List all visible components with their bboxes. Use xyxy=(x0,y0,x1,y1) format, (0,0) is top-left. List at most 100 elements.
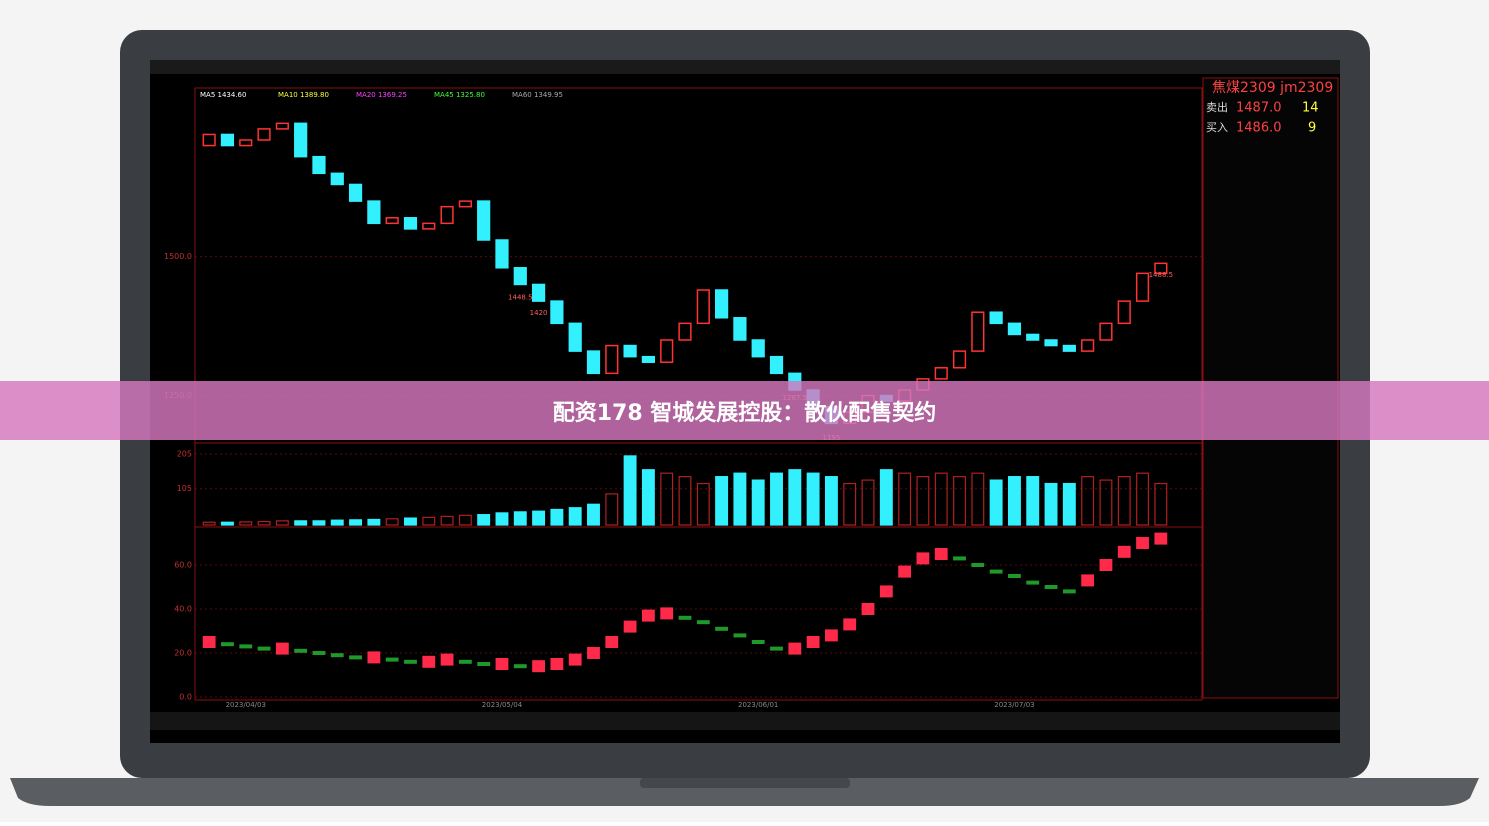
quote-title: 焦煤2309 jm2309 xyxy=(1212,80,1333,96)
candle xyxy=(623,344,637,358)
kdj-mark xyxy=(495,658,509,670)
candle xyxy=(1026,333,1040,341)
volume-bar xyxy=(770,472,783,526)
candle xyxy=(367,200,381,225)
kdj-mark xyxy=(1008,574,1021,578)
candle xyxy=(696,289,710,325)
volume-bar xyxy=(623,455,637,526)
volume-bar xyxy=(257,520,271,526)
kdj-mark xyxy=(532,660,545,673)
kdj-mark xyxy=(568,653,582,666)
volume-bar xyxy=(751,479,765,526)
ma-label: MA10 1389.80 xyxy=(278,91,329,99)
volume-bar xyxy=(953,476,966,526)
candle xyxy=(605,344,619,375)
volume-bar xyxy=(605,493,619,526)
kdj-mark xyxy=(1062,589,1076,594)
candle xyxy=(1062,344,1076,352)
volume-bar xyxy=(641,469,655,526)
ma-label: MA20 1369.25 xyxy=(356,91,407,99)
kdj-mark xyxy=(239,644,253,649)
quote-price: 1486.0 xyxy=(1236,121,1282,136)
y-tick-label: 20.0 xyxy=(174,649,192,658)
candle xyxy=(1081,339,1095,352)
volume-bar xyxy=(568,507,582,526)
kdj-mark xyxy=(477,662,491,666)
candle xyxy=(440,205,454,225)
kdj-mark xyxy=(623,620,637,633)
volume-bar xyxy=(989,479,1003,526)
volume-bar xyxy=(1044,482,1058,526)
kdj-mark xyxy=(989,569,1003,574)
volume-bar xyxy=(934,472,948,526)
volume-bar xyxy=(1081,476,1095,526)
volume-bar xyxy=(806,472,820,526)
y-tick-label: 0.0 xyxy=(179,693,192,702)
candle xyxy=(385,217,399,225)
volume-bar xyxy=(971,472,985,526)
candle xyxy=(531,283,546,302)
candle xyxy=(568,322,582,352)
volume-bar xyxy=(916,476,930,526)
kdj-mark xyxy=(641,609,655,622)
volume-bar xyxy=(532,510,546,526)
kdj-mark xyxy=(843,618,857,631)
candle xyxy=(220,133,235,147)
volume-bar xyxy=(1062,482,1076,526)
volume-bar xyxy=(330,519,344,526)
candle xyxy=(312,155,326,175)
kdj-mark xyxy=(404,659,417,664)
candle xyxy=(678,322,692,341)
volume-bar xyxy=(1154,482,1168,526)
candle xyxy=(1154,262,1168,275)
price-annotation: 1488.5 xyxy=(1149,271,1174,279)
candle xyxy=(1044,339,1058,347)
volume-bar xyxy=(824,476,838,526)
kdj-mark xyxy=(953,556,966,561)
kdj-mark xyxy=(587,647,600,659)
kdj-mark xyxy=(825,629,838,642)
volume-bar xyxy=(587,503,600,526)
x-tick-label: 2023/07/03 xyxy=(994,701,1034,709)
kdj-mark xyxy=(202,636,216,648)
candle xyxy=(239,139,253,147)
volume-bar xyxy=(861,479,875,526)
kdj-mark xyxy=(1136,537,1149,549)
kdj-mark xyxy=(971,563,985,567)
candle xyxy=(202,133,216,147)
volume-bar xyxy=(312,520,326,526)
volume-bar xyxy=(202,521,216,526)
y-tick-label: 60.0 xyxy=(174,561,192,570)
volume-bar xyxy=(367,518,381,526)
volume-bar xyxy=(477,514,491,526)
candle xyxy=(1007,322,1022,336)
x-tick-label: 2023/05/04 xyxy=(482,701,523,709)
volume-bar xyxy=(385,518,399,526)
candle xyxy=(989,311,1003,325)
kdj-mark xyxy=(330,653,344,658)
kdj-mark xyxy=(422,655,436,668)
candle xyxy=(550,300,564,325)
ma-label: MA45 1325.80 xyxy=(434,91,485,99)
candle xyxy=(330,172,344,186)
kdj-mark xyxy=(605,636,619,648)
kdj-mark xyxy=(696,620,710,625)
volume-bar xyxy=(733,472,747,526)
kdj-mark xyxy=(770,646,783,651)
volume-bar xyxy=(678,476,692,526)
volume-bar xyxy=(788,469,802,526)
quote-label: 卖出 xyxy=(1206,100,1228,114)
kdj-mark xyxy=(806,636,820,648)
kdj-mark xyxy=(715,626,729,631)
candle xyxy=(422,222,436,230)
candle xyxy=(495,239,509,269)
candle xyxy=(1099,322,1113,341)
candle xyxy=(971,311,985,352)
toolbar xyxy=(150,60,1340,74)
kdj-mark xyxy=(733,633,747,638)
banner: 配资178 智城发展控股：散伙配售契约 xyxy=(0,381,1489,440)
price-annotation: 1420 xyxy=(530,309,548,317)
volume-bar xyxy=(458,514,472,526)
candle xyxy=(275,122,289,130)
